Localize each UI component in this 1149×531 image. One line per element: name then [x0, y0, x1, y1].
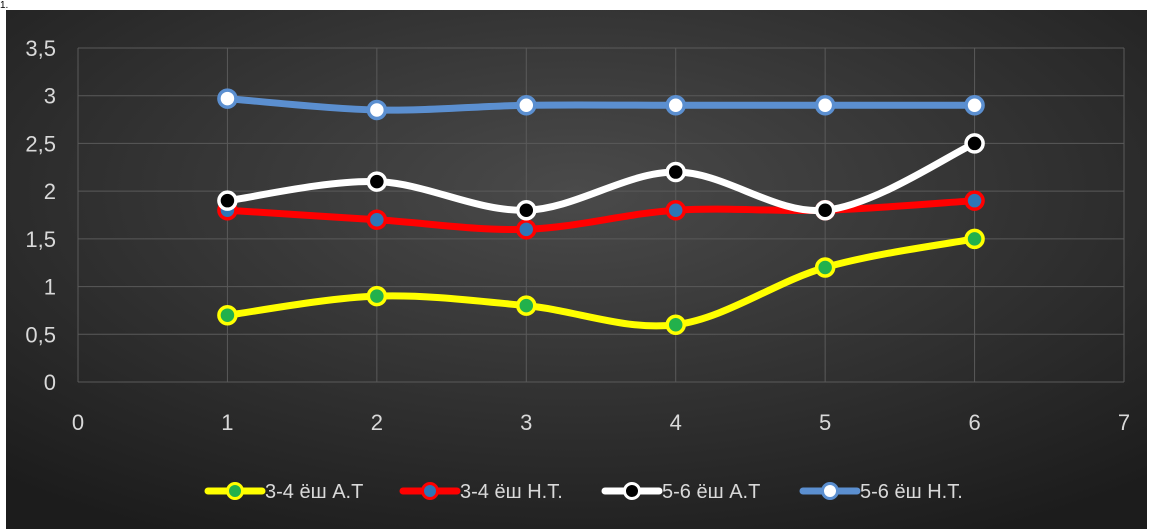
legend-label: 3-4 ёш А.Т — [265, 481, 363, 503]
data-point — [665, 314, 686, 335]
legend-label: 5-6 ёш Н.Т. — [860, 481, 963, 503]
data-point — [366, 171, 388, 192]
data-point — [964, 133, 985, 154]
legend-swatch-marker — [821, 482, 839, 500]
x-tick-label: 3 — [520, 410, 532, 435]
data-point — [516, 219, 537, 240]
legend-label: 5-6 ёш А.Т — [662, 481, 760, 503]
y-tick-label: 3,5 — [25, 36, 56, 61]
x-axis-tick-labels: 0 1 2 3 4 5 6 7 — [72, 410, 1130, 435]
y-tick-label: 3 — [44, 84, 56, 109]
y-tick-label: 2,5 — [25, 131, 56, 156]
legend-item-3: 5-6 ёш А.Т — [601, 481, 760, 503]
data-point — [366, 209, 388, 231]
data-point — [217, 88, 238, 109]
y-tick-label: 1,5 — [25, 227, 56, 252]
chart-background — [6, 10, 1147, 529]
y-tick-label: 1 — [44, 275, 56, 300]
legend-label: 3-4 ёш Н.Т. — [460, 481, 563, 503]
data-point — [217, 190, 238, 211]
data-point — [217, 304, 238, 326]
series-3 — [217, 133, 985, 221]
data-point — [516, 199, 537, 221]
x-tick-label: 0 — [72, 410, 84, 435]
legend-item-1: 3-4 ёш А.Т — [204, 481, 363, 503]
series-line — [223, 95, 979, 114]
x-tick-label: 7 — [1118, 410, 1130, 435]
legend-item-2: 3-4 ёш Н.Т. — [399, 481, 563, 503]
series-1 — [217, 228, 985, 335]
x-tick-label: 2 — [371, 410, 383, 435]
data-point — [366, 285, 388, 307]
data-point — [665, 199, 686, 221]
page-fragment-text: 1. — [0, 0, 9, 11]
y-tick-label: 0 — [44, 370, 56, 395]
data-point — [366, 99, 388, 121]
data-point — [516, 295, 537, 316]
series-4 — [217, 88, 985, 121]
legend-swatch-marker — [226, 482, 244, 500]
legend-swatch-marker — [421, 482, 439, 500]
data-point — [665, 161, 686, 183]
data-point — [814, 199, 836, 221]
data-point — [665, 95, 686, 116]
data-point — [814, 95, 836, 116]
x-tick-label: 5 — [819, 410, 831, 435]
legend-item-4: 5-6 ёш Н.Т. — [799, 481, 963, 503]
data-point — [516, 95, 537, 116]
series-line — [223, 235, 979, 330]
y-tick-label: 0,5 — [25, 322, 56, 347]
legend: 3-4 ёш А.Т 3-4 ёш Н.Т. 5-6 ёш А.Т 5-6 ёш Н.… — [204, 481, 963, 503]
x-tick-label: 6 — [968, 410, 980, 435]
data-point — [814, 257, 836, 278]
data-point — [964, 190, 985, 211]
legend-swatch-marker — [623, 482, 641, 500]
y-axis-tick-labels: 0 0,5 1 1,5 2 2,5 3 3,5 — [25, 36, 56, 395]
y-tick-label: 2 — [44, 179, 56, 204]
x-tick-label: 1 — [221, 410, 233, 435]
data-point — [964, 228, 985, 250]
series-line — [223, 139, 979, 215]
data-point — [964, 95, 985, 116]
series-lines — [217, 88, 985, 335]
x-tick-label: 4 — [670, 410, 682, 435]
